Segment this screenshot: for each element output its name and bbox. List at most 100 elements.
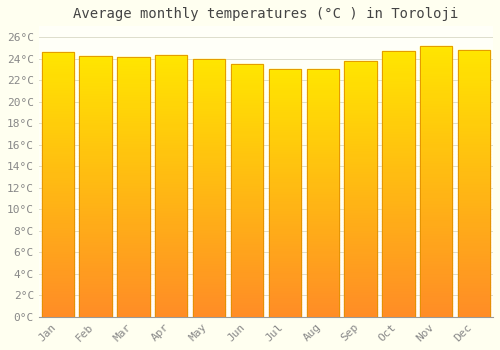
Bar: [155, 97, 188, 100]
Bar: [344, 314, 376, 317]
Bar: [344, 299, 376, 301]
Bar: [420, 46, 452, 48]
Bar: [231, 74, 263, 77]
Bar: [155, 280, 188, 283]
Bar: [42, 303, 74, 306]
Bar: [306, 89, 339, 92]
Bar: [42, 235, 74, 237]
Bar: [193, 103, 225, 105]
Bar: [231, 107, 263, 110]
Bar: [118, 153, 150, 156]
Bar: [269, 282, 301, 285]
Bar: [155, 236, 188, 238]
Bar: [231, 69, 263, 71]
Bar: [458, 98, 490, 101]
Bar: [155, 147, 188, 149]
Bar: [420, 284, 452, 287]
Bar: [193, 288, 225, 291]
Bar: [306, 94, 339, 97]
Bar: [80, 267, 112, 270]
Bar: [344, 194, 376, 196]
Bar: [231, 173, 263, 175]
Bar: [269, 250, 301, 252]
Bar: [420, 105, 452, 108]
Bar: [269, 116, 301, 119]
Bar: [344, 81, 376, 84]
Bar: [344, 109, 376, 112]
Bar: [80, 59, 112, 62]
Bar: [42, 253, 74, 256]
Bar: [155, 262, 188, 265]
Bar: [306, 196, 339, 198]
Bar: [344, 71, 376, 74]
Bar: [155, 176, 188, 178]
Bar: [458, 290, 490, 293]
Bar: [193, 239, 225, 242]
Bar: [269, 304, 301, 307]
Bar: [231, 112, 263, 114]
Bar: [155, 79, 188, 82]
Bar: [420, 86, 452, 89]
Bar: [382, 280, 414, 282]
Bar: [458, 295, 490, 298]
Bar: [80, 69, 112, 72]
Bar: [382, 243, 414, 245]
Bar: [382, 178, 414, 181]
Bar: [231, 248, 263, 251]
Bar: [80, 312, 112, 314]
Bar: [193, 84, 225, 87]
Bar: [118, 89, 150, 91]
Bar: [306, 183, 339, 186]
Bar: [193, 116, 225, 118]
Bar: [80, 233, 112, 236]
Bar: [306, 191, 339, 193]
Bar: [231, 145, 263, 147]
Bar: [42, 243, 74, 245]
Bar: [80, 181, 112, 184]
Bar: [458, 274, 490, 277]
Bar: [42, 219, 74, 222]
Bar: [118, 205, 150, 208]
Bar: [269, 235, 301, 238]
Bar: [231, 254, 263, 256]
Bar: [420, 238, 452, 241]
Bar: [42, 232, 74, 235]
Bar: [306, 129, 339, 131]
Bar: [344, 76, 376, 79]
Bar: [193, 69, 225, 71]
Bar: [193, 100, 225, 103]
Bar: [80, 150, 112, 153]
Bar: [80, 301, 112, 304]
Bar: [306, 168, 339, 171]
Bar: [269, 94, 301, 97]
Bar: [80, 189, 112, 192]
Bar: [458, 261, 490, 264]
Bar: [155, 173, 188, 176]
Bar: [118, 57, 150, 317]
Bar: [231, 114, 263, 117]
Bar: [306, 309, 339, 312]
Bar: [382, 59, 414, 62]
Bar: [118, 166, 150, 169]
Bar: [80, 127, 112, 129]
Bar: [458, 58, 490, 61]
Bar: [269, 181, 301, 183]
Bar: [231, 211, 263, 213]
Bar: [458, 245, 490, 247]
Bar: [155, 220, 188, 223]
Bar: [42, 184, 74, 187]
Bar: [80, 119, 112, 121]
Bar: [231, 130, 263, 132]
Bar: [42, 86, 74, 89]
Bar: [269, 126, 301, 129]
Bar: [382, 232, 414, 235]
Bar: [118, 299, 150, 301]
Bar: [306, 84, 339, 87]
Bar: [155, 296, 188, 299]
Bar: [306, 69, 339, 317]
Bar: [155, 257, 188, 259]
Bar: [155, 241, 188, 244]
Bar: [458, 106, 490, 108]
Bar: [42, 285, 74, 288]
Bar: [118, 60, 150, 63]
